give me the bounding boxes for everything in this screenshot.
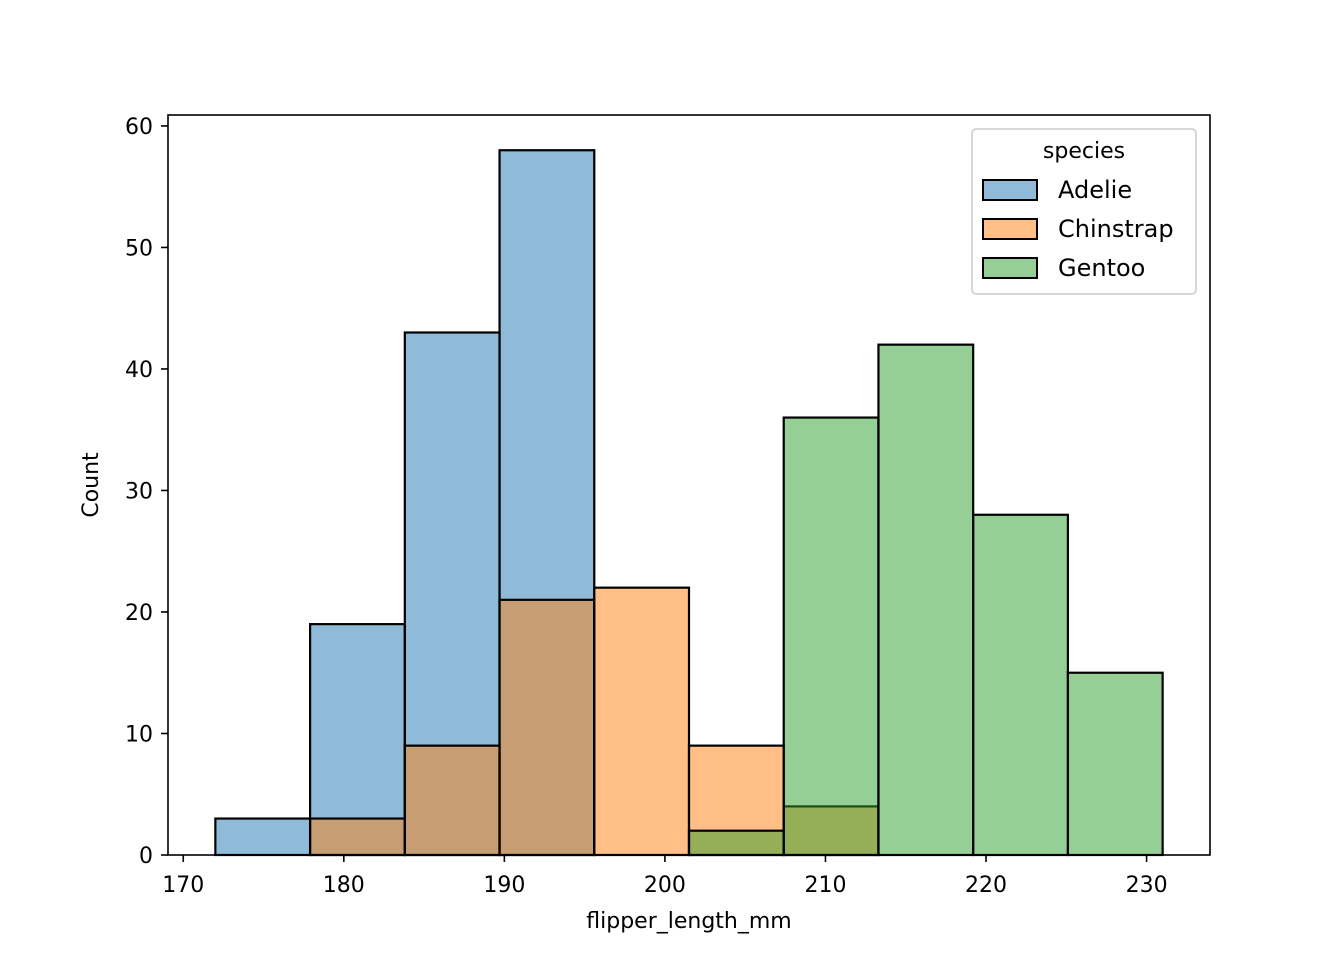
y-tick-label: 0 (139, 844, 153, 869)
y-tick-label: 10 (125, 722, 153, 747)
x-tick-label: 230 (1126, 873, 1168, 898)
x-axis-label: flipper_length_mm (586, 909, 791, 934)
bar-chinstrap-3 (498, 598, 596, 857)
y-axis-ticks: 0 10 20 30 40 50 60 (125, 115, 168, 869)
legend-swatch-chinstrap (982, 218, 1038, 240)
x-tick-label: 180 (323, 873, 365, 898)
legend-title: species (1043, 139, 1125, 164)
legend-items: Adelie Chinstrap Gentoo (982, 176, 1174, 282)
legend: species Adelie Chinstrap Gentoo (971, 128, 1197, 295)
x-tick-label: 210 (804, 873, 846, 898)
x-tick-label: 220 (965, 873, 1007, 898)
bar-gentoo-6 (782, 416, 880, 857)
bar-gentoo-9 (1066, 671, 1164, 857)
y-tick-label: 60 (125, 115, 153, 140)
x-tick-label: 200 (644, 873, 686, 898)
x-tick-label: 170 (162, 873, 204, 898)
x-tick-label: 190 (483, 873, 525, 898)
y-tick-label: 50 (125, 236, 153, 261)
legend-label-gentoo: Gentoo (1058, 254, 1145, 282)
bar-adelie-1 (308, 623, 406, 857)
legend-swatch-adelie (982, 179, 1038, 201)
bar-gentoo-8 (972, 513, 1070, 857)
y-tick-label: 20 (125, 601, 153, 626)
x-axis-ticks: 170 180 190 200 210 220 230 (162, 855, 1168, 898)
bar-chinstrap-2 (403, 744, 501, 857)
legend-label-chinstrap: Chinstrap (1058, 215, 1174, 243)
bars-layer (214, 149, 1164, 857)
legend-swatch-gentoo (982, 257, 1038, 279)
legend-label-adelie: Adelie (1058, 176, 1132, 204)
bar-gentoo-5 (687, 829, 785, 857)
legend-box (971, 128, 1197, 295)
y-tick-label: 30 (125, 479, 153, 504)
bar-gentoo-7 (877, 343, 975, 857)
bar-chinstrap-1 (308, 817, 406, 857)
y-axis-label: Count (79, 452, 104, 518)
y-tick-label: 40 (125, 358, 153, 383)
plot-frame (167, 114, 1211, 856)
bar-adelie-0 (214, 817, 312, 857)
bar-chinstrap-4 (593, 586, 691, 857)
